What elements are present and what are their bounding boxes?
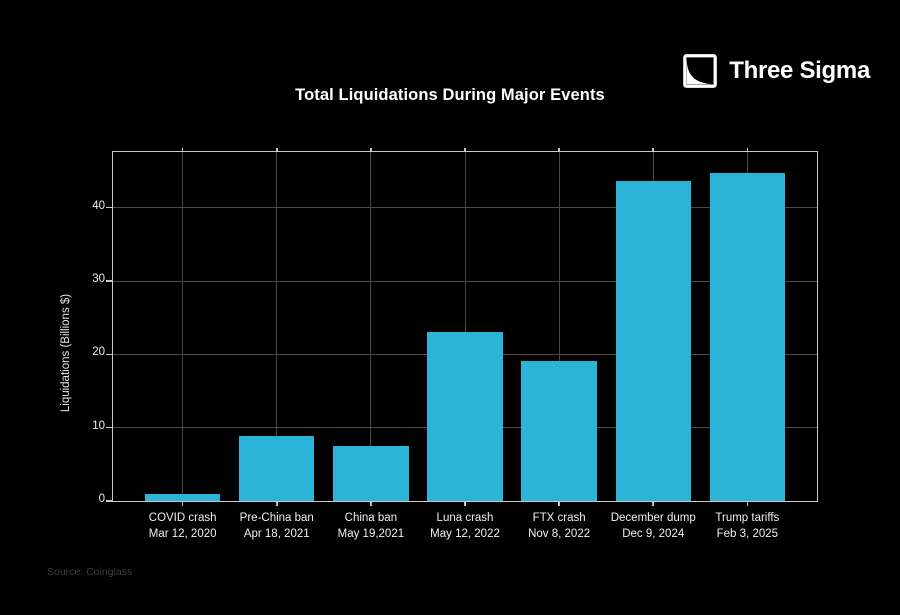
bar-covid-crash (145, 493, 221, 501)
x-axis-tick-top (652, 148, 654, 152)
grid-line-vertical (370, 152, 372, 501)
x-axis-tick-top (181, 148, 184, 152)
grid-line-vertical (558, 152, 560, 501)
x-axis-tick-bottom (746, 501, 749, 506)
x-axis-tick-bottom (464, 501, 466, 506)
x-axis-tick-bottom (652, 501, 654, 506)
bar-luna-crash (427, 332, 503, 501)
x-tick-label: FTX crash Nov 8, 2022 (497, 510, 621, 542)
category-event-name: COVID crash (148, 512, 217, 524)
x-axis-tick-bottom (276, 501, 278, 506)
category-event-date: Apr 18, 2021 (243, 528, 310, 540)
bar-china-ban (333, 446, 409, 501)
y-tick-label: 10 (92, 419, 105, 432)
x-tick-label: Luna crash May 12, 2022 (403, 510, 527, 542)
three-sigma-logo-text: Three Sigma (729, 57, 870, 84)
category-event-name: China ban (344, 512, 398, 524)
bar-trump-tariffs (709, 172, 785, 501)
y-axis-tick (106, 500, 113, 502)
y-axis-tick (106, 353, 113, 356)
grid-line-vertical (182, 152, 184, 501)
bar-december-dump (615, 180, 691, 501)
y-tick-label: 40 (92, 199, 105, 212)
three-sigma-logo: Three Sigma (681, 52, 870, 90)
chart-title: Total Liquidations During Major Events (295, 86, 605, 104)
x-axis-tick-bottom (370, 501, 372, 506)
category-event-date: May 12, 2022 (430, 528, 500, 540)
category-event-name: Luna crash (436, 512, 494, 524)
x-axis-tick-top (276, 148, 278, 152)
source-note: Source: Coinglass (47, 566, 133, 578)
grid-line-vertical (464, 152, 466, 501)
x-axis-tick-bottom (558, 501, 560, 506)
y-tick-label: 30 (92, 273, 105, 286)
category-event-date: Dec 9, 2024 (622, 528, 685, 540)
x-axis-tick-top (746, 148, 749, 152)
bar-ftx-crash (521, 360, 597, 501)
x-tick-label: COVID crash Mar 12, 2020 (121, 510, 245, 542)
grid-line-vertical (276, 152, 278, 501)
category-event-name: December dump (610, 512, 696, 524)
y-tick-label: 20 (92, 346, 105, 359)
category-event-name: Trump tariffs (715, 512, 780, 524)
category-event-date: Nov 8, 2022 (528, 528, 591, 540)
category-event-date: Mar 12, 2020 (148, 528, 217, 540)
y-axis-tick (106, 426, 113, 429)
category-event-name: FTX crash (532, 512, 586, 524)
three-sigma-logo-icon (681, 52, 719, 90)
y-tick-label: 0 (98, 493, 105, 505)
x-tick-label: Trump tariffs Feb 3, 2025 (685, 510, 809, 542)
category-event-date: Feb 3, 2025 (716, 528, 779, 540)
x-tick-label: China ban May 19,2021 (309, 510, 433, 542)
y-axis-tick (106, 280, 113, 282)
x-axis-tick-top (558, 148, 560, 152)
x-axis-tick-bottom (181, 501, 184, 506)
category-event-name: Pre-China ban (239, 512, 314, 524)
x-axis-tick-top (370, 148, 372, 152)
y-axis-tick (106, 206, 113, 209)
x-tick-label: December dump Dec 9, 2024 (591, 510, 715, 542)
bar-pre-china-ban (239, 435, 315, 501)
category-event-date: May 19,2021 (337, 528, 405, 540)
x-tick-label: Pre-China ban Apr 18, 2021 (215, 510, 339, 542)
x-axis-tick-top (464, 148, 466, 152)
